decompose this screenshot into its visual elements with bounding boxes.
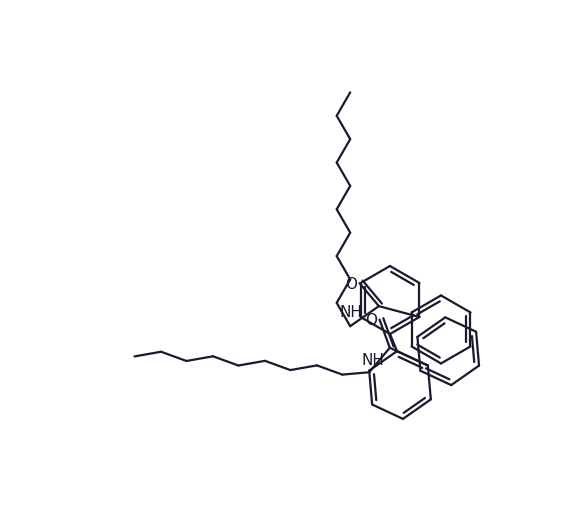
Text: NH: NH bbox=[362, 353, 385, 368]
Text: NH: NH bbox=[340, 305, 362, 320]
Text: O: O bbox=[366, 313, 378, 328]
Text: O: O bbox=[346, 277, 357, 291]
